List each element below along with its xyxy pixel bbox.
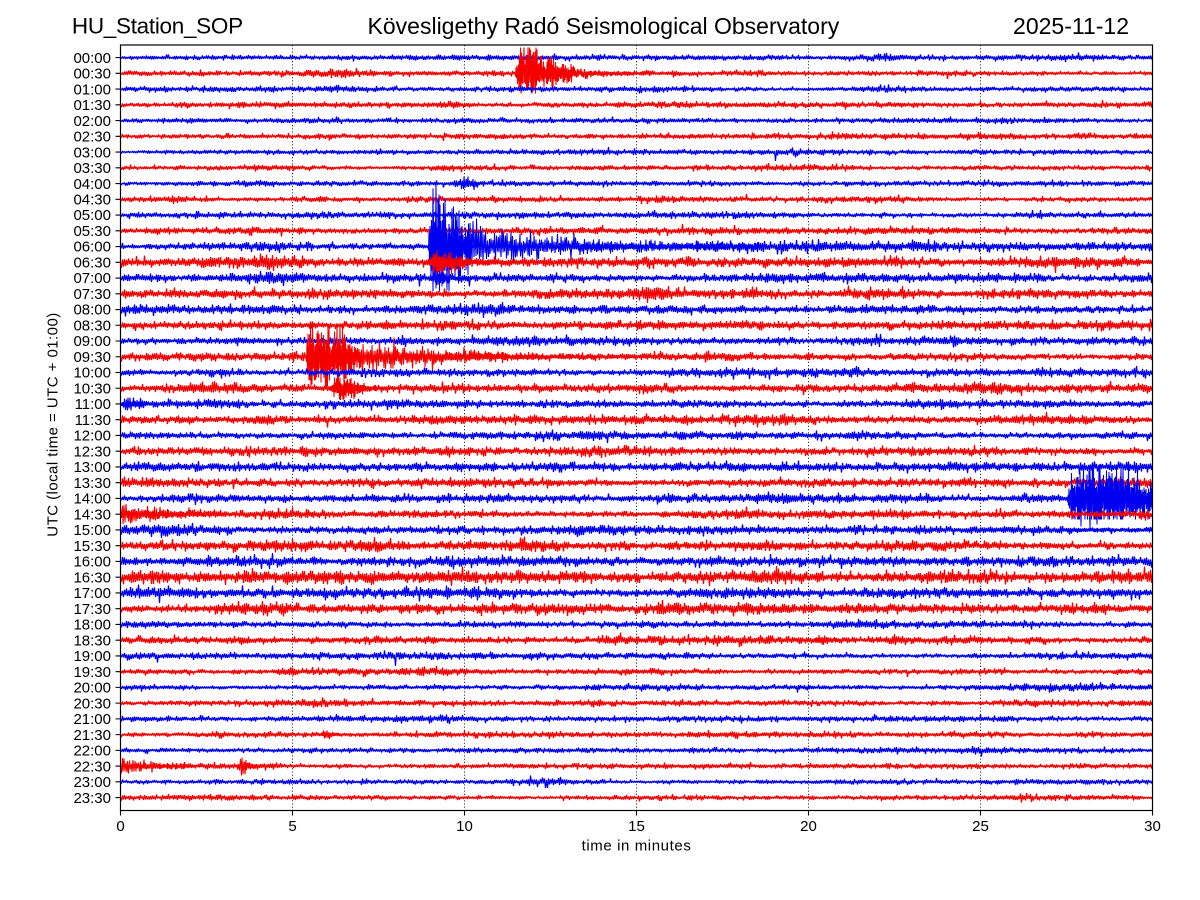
svg-text:16:00: 16:00 — [73, 554, 111, 571]
svg-text:19:30: 19:30 — [73, 664, 111, 681]
svg-text:05:00: 05:00 — [73, 207, 111, 224]
svg-text:08:00: 08:00 — [73, 302, 111, 319]
svg-text:05:30: 05:30 — [73, 223, 111, 240]
svg-text:5: 5 — [288, 818, 296, 835]
svg-text:11:30: 11:30 — [75, 412, 111, 429]
svg-text:21:00: 21:00 — [73, 711, 111, 728]
svg-text:15:00: 15:00 — [73, 522, 111, 539]
svg-text:18:30: 18:30 — [73, 632, 111, 649]
svg-text:15: 15 — [628, 818, 645, 835]
svg-text:10: 10 — [456, 818, 473, 835]
svg-text:Kövesligethy Radó Seismologica: Kövesligethy Radó Seismological Observat… — [368, 13, 840, 39]
svg-text:22:00: 22:00 — [73, 743, 111, 760]
svg-text:00:00: 00:00 — [73, 50, 111, 67]
svg-text:23:30: 23:30 — [73, 790, 111, 807]
svg-text:19:00: 19:00 — [73, 648, 111, 665]
svg-text:14:00: 14:00 — [73, 491, 111, 508]
svg-text:16:30: 16:30 — [73, 569, 111, 586]
svg-text:UTC (local time = UTC + 01:00): UTC (local time = UTC + 01:00) — [45, 312, 62, 536]
svg-text:06:00: 06:00 — [73, 239, 111, 256]
svg-text:17:00: 17:00 — [73, 585, 111, 602]
svg-text:18:00: 18:00 — [73, 617, 111, 634]
svg-text:2025-11-12: 2025-11-12 — [1013, 13, 1129, 39]
svg-text:09:00: 09:00 — [73, 333, 111, 350]
svg-text:10:00: 10:00 — [73, 365, 111, 382]
svg-text:06:30: 06:30 — [73, 255, 111, 272]
svg-text:25: 25 — [972, 818, 989, 835]
svg-text:0: 0 — [116, 818, 124, 835]
svg-text:10:30: 10:30 — [73, 380, 111, 397]
svg-text:01:30: 01:30 — [73, 97, 111, 114]
svg-text:02:00: 02:00 — [73, 113, 111, 130]
svg-text:03:00: 03:00 — [73, 144, 111, 161]
svg-text:21:30: 21:30 — [73, 727, 111, 744]
svg-text:30: 30 — [1144, 818, 1161, 835]
svg-text:11:00: 11:00 — [75, 396, 111, 413]
svg-text:20: 20 — [800, 818, 817, 835]
svg-text:22:30: 22:30 — [73, 758, 111, 775]
svg-text:04:00: 04:00 — [73, 176, 111, 193]
svg-text:02:30: 02:30 — [73, 129, 111, 146]
svg-text:08:30: 08:30 — [73, 318, 111, 335]
svg-text:23:00: 23:00 — [73, 774, 111, 791]
svg-text:15:30: 15:30 — [73, 538, 111, 555]
svg-text:20:30: 20:30 — [73, 695, 111, 712]
svg-text:07:00: 07:00 — [73, 270, 111, 287]
svg-text:13:30: 13:30 — [73, 475, 111, 492]
svg-text:time in minutes: time in minutes — [582, 838, 692, 855]
svg-text:12:30: 12:30 — [73, 443, 111, 460]
svg-text:14:30: 14:30 — [73, 506, 111, 523]
svg-text:01:00: 01:00 — [73, 81, 111, 98]
svg-text:20:00: 20:00 — [73, 680, 111, 697]
svg-text:00:30: 00:30 — [73, 66, 111, 83]
svg-text:HU_Station_SOP: HU_Station_SOP — [72, 14, 243, 39]
svg-text:03:30: 03:30 — [73, 160, 111, 177]
svg-text:04:30: 04:30 — [73, 192, 111, 209]
svg-text:13:00: 13:00 — [73, 459, 111, 476]
svg-text:07:30: 07:30 — [73, 286, 111, 303]
svg-text:09:30: 09:30 — [73, 349, 111, 366]
svg-text:12:00: 12:00 — [73, 428, 111, 445]
svg-text:17:30: 17:30 — [73, 601, 111, 618]
